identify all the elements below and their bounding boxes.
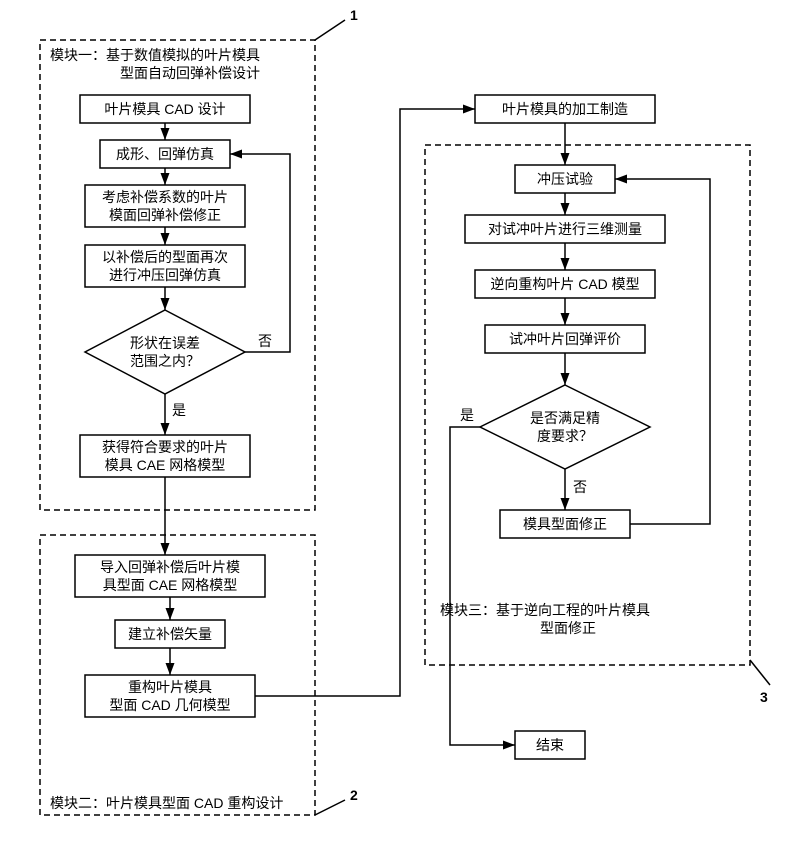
n10: 冲压试验 xyxy=(537,171,593,187)
d2-diamond xyxy=(480,385,650,469)
d1-yes: 是 xyxy=(172,402,186,418)
d2-yes: 是 xyxy=(460,407,474,423)
module-3-title-l1: 模块三：基于逆向工程的叶片模具 xyxy=(440,602,650,618)
n8-l1: 重构叶片模具 xyxy=(128,679,212,695)
module-1-title-l1: 模块一：基于数值模拟的叶片模具 xyxy=(50,47,260,63)
module-2-title: 模块二：叶片模具型面 CAD 重构设计 xyxy=(50,795,283,811)
n6-l1: 导入回弹补偿后叶片模 xyxy=(100,559,240,575)
n9: 叶片模具的加工制造 xyxy=(502,101,628,117)
module-3-title-l2: 型面修正 xyxy=(540,620,596,636)
module-1-title-l2: 型面自动回弹补偿设计 xyxy=(120,65,260,81)
d1-l1: 形状在误差 xyxy=(130,335,200,351)
d1-l2: 范围之内？ xyxy=(130,353,200,369)
n7: 建立补偿矢量 xyxy=(128,626,212,642)
n1: 叶片模具 CAD 设计 xyxy=(104,101,225,117)
n5-l2: 模具 CAE 网格模型 xyxy=(105,457,226,473)
module-1-callout: 1 xyxy=(350,7,358,23)
n5-l1: 获得符合要求的叶片 xyxy=(102,439,228,455)
d2-l1: 是否满足精 xyxy=(530,410,600,426)
n8-l2: 型面 CAD 几何模型 xyxy=(109,697,230,713)
d2-no: 否 xyxy=(573,479,587,495)
n13: 试冲叶片回弹评价 xyxy=(509,331,621,347)
d1-diamond xyxy=(85,310,245,394)
d1-no: 否 xyxy=(258,333,272,349)
n3-l2: 模面回弹补偿修正 xyxy=(109,207,221,223)
n4-l1: 以补偿后的型面再次 xyxy=(102,249,228,265)
n2: 成形、回弹仿真 xyxy=(116,146,214,162)
module-3-callout: 3 xyxy=(760,689,768,705)
n15: 结束 xyxy=(536,737,564,753)
n11: 对试冲叶片进行三维测量 xyxy=(488,221,642,237)
n12: 逆向重构叶片 CAD 模型 xyxy=(490,276,639,292)
n14: 模具型面修正 xyxy=(523,516,607,532)
n6-l2: 具型面 CAE 网格模型 xyxy=(103,577,238,593)
n4-l2: 进行冲压回弹仿真 xyxy=(109,267,221,283)
module-2-callout: 2 xyxy=(350,787,358,803)
n3-l1: 考虑补偿系数的叶片 xyxy=(102,189,228,205)
d2-l2: 度要求？ xyxy=(537,428,593,444)
